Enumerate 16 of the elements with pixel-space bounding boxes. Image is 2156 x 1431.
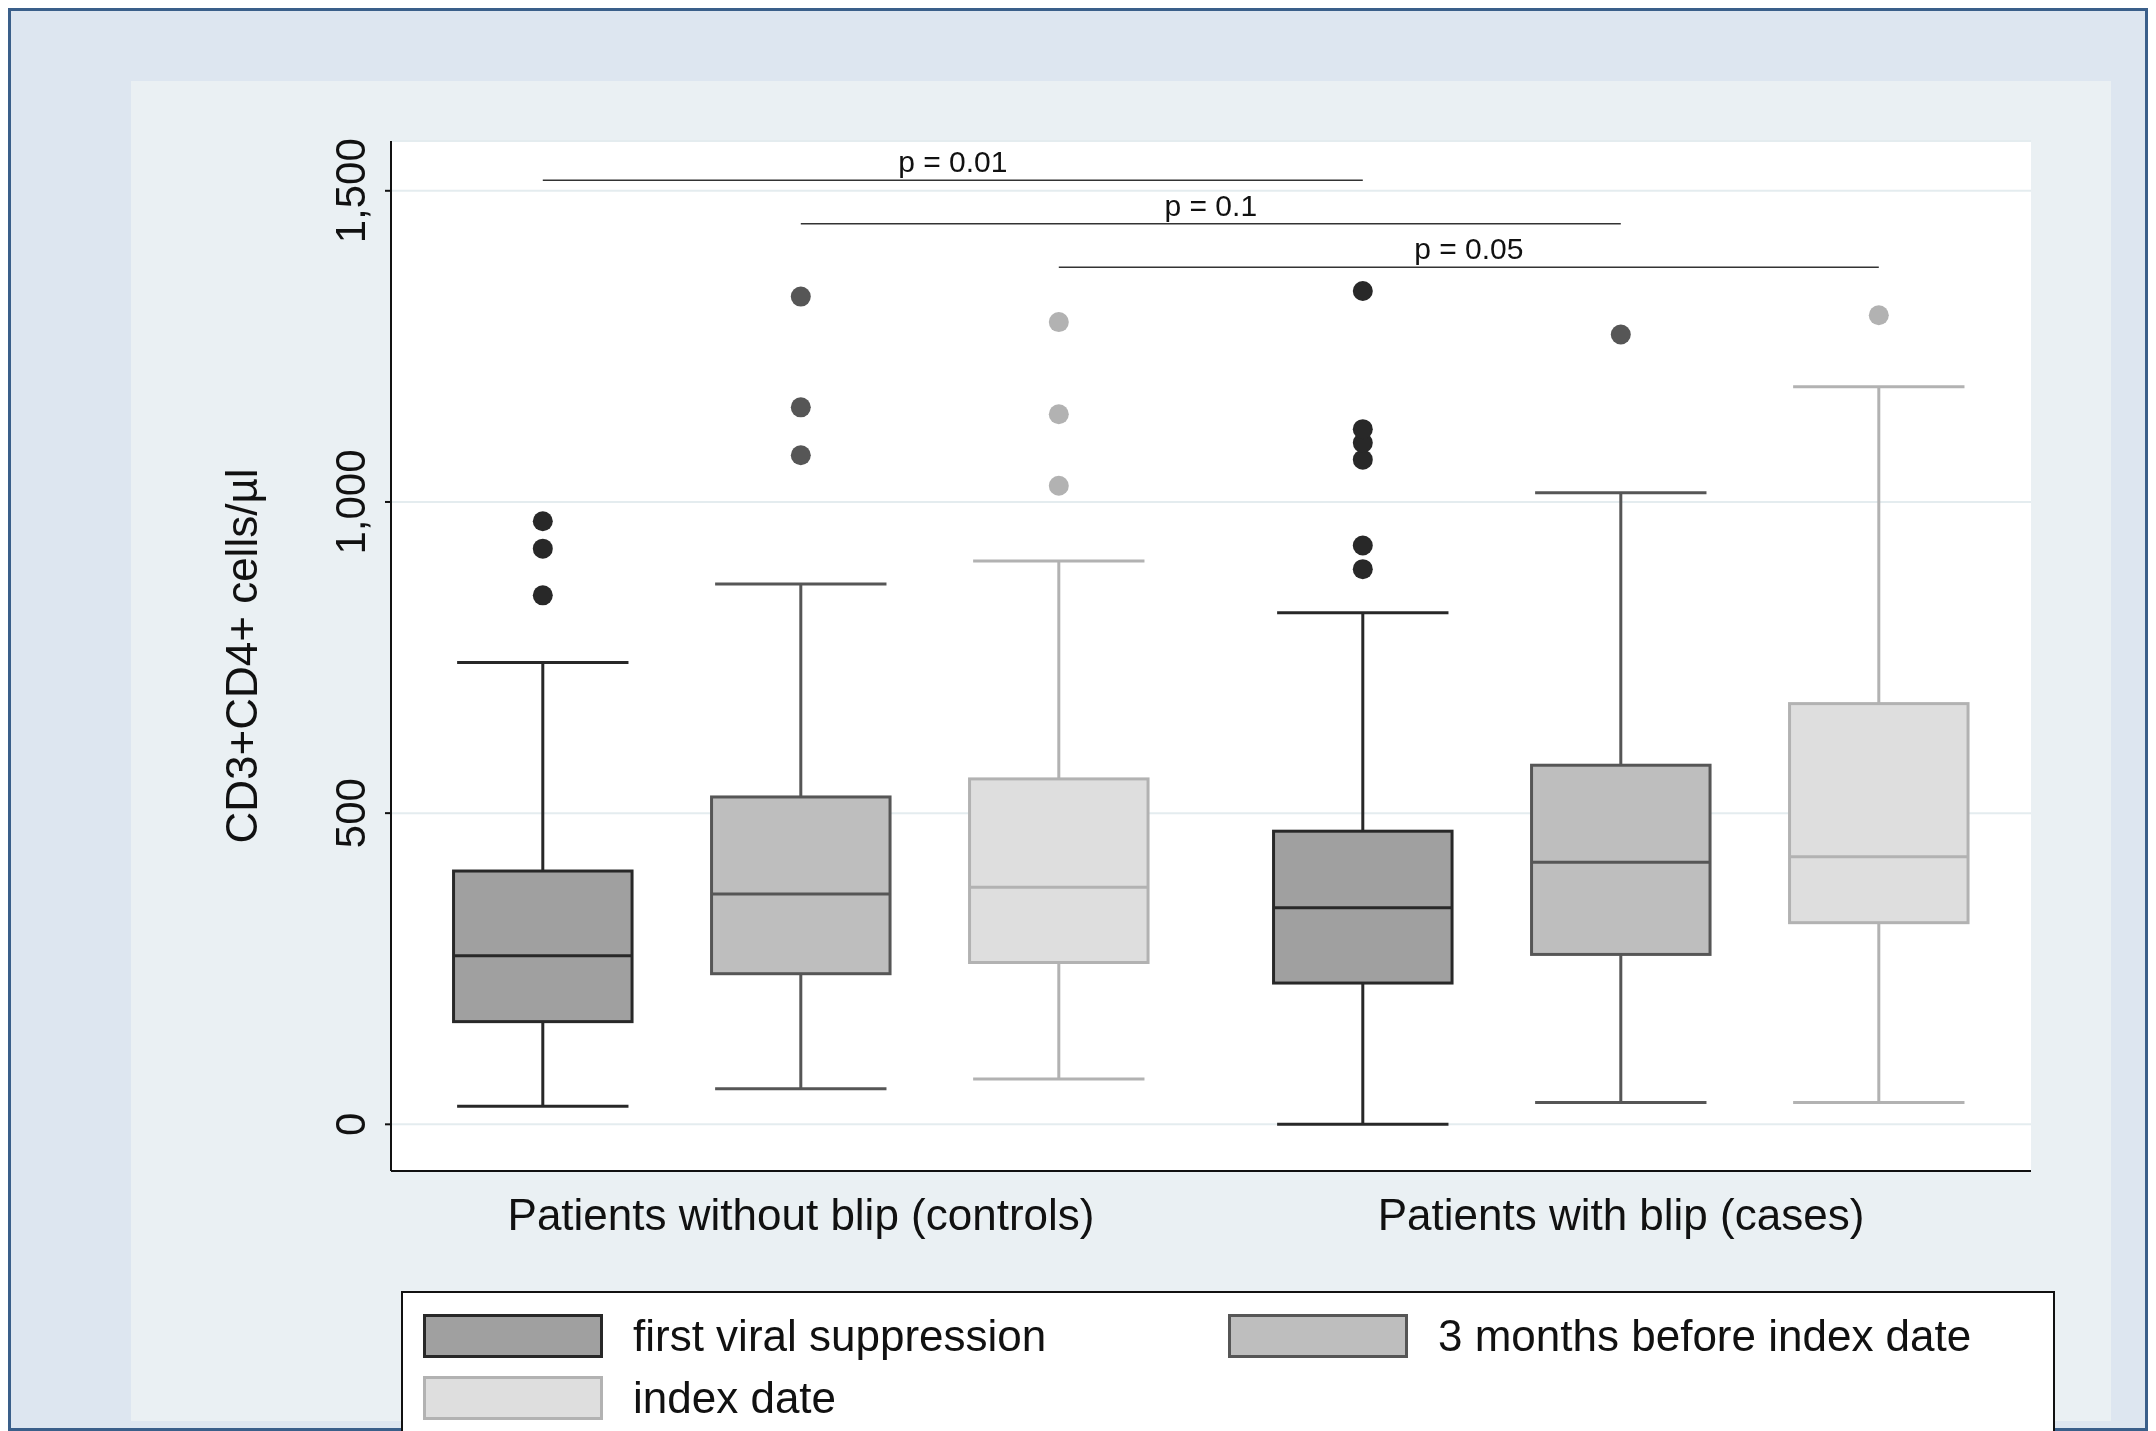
bracket: p = 0.05 bbox=[1058, 232, 1880, 269]
annotation: p = 0.01 bbox=[898, 145, 1008, 179]
y-tick-label: 500 bbox=[327, 778, 374, 849]
x-tick-label: Patients with blip (cases) bbox=[1377, 1190, 1865, 1240]
legend-label: 3 months before index date bbox=[1438, 1311, 1972, 1361]
legend-label: first viral suppression bbox=[633, 1311, 1047, 1361]
y-tick-label: 1,500 bbox=[327, 138, 374, 244]
annotation: p = 0.1 bbox=[1164, 188, 1258, 222]
legend-label: index date bbox=[633, 1373, 837, 1423]
y-tick-label: 0 bbox=[327, 1112, 374, 1136]
y-axis-title: CD3+CD4+ cells/µl bbox=[216, 468, 266, 844]
bracket: p = 0.01 bbox=[542, 145, 1364, 181]
bracket: p = 0.1 bbox=[800, 188, 1622, 225]
annotation: p = 0.05 bbox=[1414, 232, 1524, 266]
x-tick-label: Patients without blip (controls) bbox=[507, 1190, 1095, 1240]
y-tick-label: 1,000 bbox=[327, 449, 374, 555]
